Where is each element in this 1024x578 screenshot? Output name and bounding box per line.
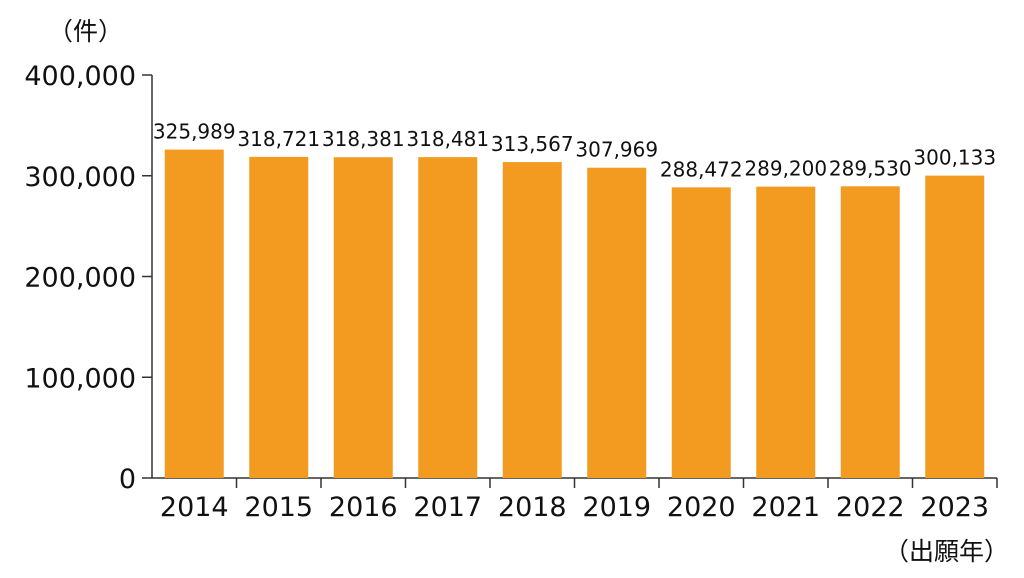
value-label-2015: 318,721 [237,127,320,151]
bar-2015 [249,156,309,478]
bar-2023 [925,175,985,478]
bar-2018 [502,162,562,479]
bar-2020 [671,187,731,479]
x-tick-label-2021: 2021 [751,492,820,523]
x-tick-label-2017: 2017 [413,492,482,523]
y-tick-label: 300,000 [24,162,136,193]
bar-2021 [756,186,816,479]
x-tick-label-2018: 2018 [498,492,567,523]
value-label-2017: 318,481 [406,127,489,151]
bar-2014 [164,149,224,478]
bars [164,149,985,479]
value-label-2016: 318,381 [322,127,405,151]
y-tick-label: 0 [119,464,136,495]
x-tick-label-2016: 2016 [329,492,398,523]
y-axis: 0 100,000 200,000 300,000 400,000 [24,61,153,495]
value-label-2020: 288,472 [660,157,743,181]
x-axis-unit-label: （出願年） [884,537,1009,566]
bar-2017 [418,157,478,479]
y-tick-label: 400,000 [24,61,136,92]
value-label-2022: 289,530 [829,156,912,180]
value-label-2018: 313,567 [491,132,574,156]
value-label-2014: 325,989 [153,120,236,144]
y-tick-label: 100,000 [24,363,136,394]
value-label-2023: 300,133 [913,146,996,170]
x-tick-label-2014: 2014 [160,492,229,523]
bar-2016 [333,157,393,478]
x-tick-label-2020: 2020 [667,492,736,523]
x-tick-label-2022: 2022 [836,492,905,523]
x-tick-label-2015: 2015 [244,492,313,523]
y-tick-label: 200,000 [24,263,136,294]
x-tick-label-2023: 2023 [920,492,989,523]
y-axis-unit-label: （件） [48,17,123,46]
value-labels: 325,989 318,721 318,381 318,481 313,567 307,9… [153,120,996,182]
value-label-2019: 307,969 [575,138,658,162]
bar-2019 [587,167,647,478]
bar-2022 [840,186,900,478]
x-axis: 2014 2015 2016 2017 2018 2019 2020 2021 2022 2023 [152,477,998,523]
value-label-2021: 289,200 [744,157,827,181]
x-tick-label-2019: 2019 [582,492,651,523]
